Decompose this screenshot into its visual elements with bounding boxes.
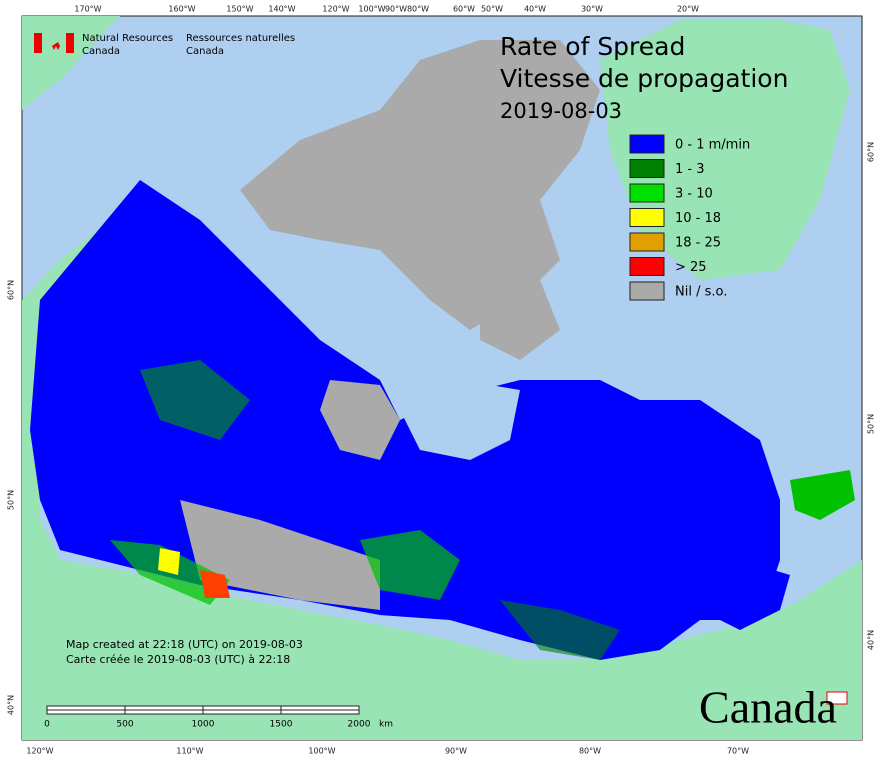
spread-patch (500, 600, 620, 660)
newfoundland (790, 470, 855, 520)
legend-swatch (629, 281, 665, 301)
graticule-label: 40°N (7, 695, 16, 715)
maple-leaf (52, 36, 60, 50)
legend-label: > 25 (675, 260, 707, 275)
graticule-label: 50°W (481, 5, 503, 14)
arctic-islands (240, 40, 600, 330)
graticule-label: 20°W (677, 5, 699, 14)
graticule-label: 60°W (453, 5, 475, 14)
graticule-label: 50°N (7, 490, 16, 510)
flag-bar (66, 33, 74, 53)
scale-unit: km (379, 720, 393, 730)
legend-label: Nil / s.o. (675, 285, 727, 300)
scale-segment (280, 709, 360, 715)
wordmark-flag (826, 691, 848, 705)
date: 2019-08-03 (500, 99, 622, 123)
hudson-region (320, 380, 400, 460)
scale-segment (124, 709, 204, 715)
agency: Natural Resources (82, 33, 173, 44)
land-outside (22, 180, 862, 740)
graticule-label: 150°W (226, 5, 253, 14)
graticule-label: 60°N (867, 142, 876, 162)
graticule-label: 60°N (7, 280, 16, 300)
graticule-label: 110°W (176, 747, 203, 756)
graticule-label: 170°W (74, 5, 101, 14)
agency: Ressources naturelles (186, 33, 295, 44)
legend-swatch (629, 208, 665, 227)
legend-swatch (629, 183, 665, 203)
graticule-label: 40°W (524, 5, 546, 14)
graticule-labels: 170°W 160°W 150°W 140°W 120°W 100°W 90°W 80°W 60… (7, 5, 876, 756)
legend-label: 3 - 10 (675, 187, 713, 202)
legend-swatch (629, 159, 665, 178)
baffin-south (480, 280, 560, 360)
scale-label: 1000 (192, 720, 215, 730)
graticule-label: 100°W (308, 747, 335, 756)
footer: Map created at 22:18 (UTC) on 2019-08-03 (66, 638, 303, 651)
title: Vitesse de propagation (500, 64, 788, 93)
graticule-label: 40°N (867, 630, 876, 650)
scale-label: 1500 (270, 720, 293, 730)
graticule-label: 120°W (26, 747, 53, 756)
graticule-label: 80°W (579, 747, 601, 756)
graticule-label: 90°W (385, 5, 407, 14)
legend-swatch (629, 134, 665, 154)
scale-label: 2000 (348, 720, 371, 730)
agency: Canada (186, 46, 224, 57)
graticule-label: 30°W (581, 5, 603, 14)
agency: Canada (82, 46, 120, 57)
scale-segment (46, 705, 126, 711)
scale-segment (280, 705, 360, 711)
legend-label: 18 - 25 (675, 236, 721, 251)
graticule-label: 140°W (268, 5, 295, 14)
legend-label: 0 - 1 m/min (675, 138, 750, 153)
title: Rate of Spread (500, 32, 685, 61)
hudson-bay (400, 380, 520, 460)
scale-label: 500 (116, 720, 133, 730)
scale-label: 0 (44, 720, 50, 730)
legend: 0 - 1 m/min 1 - 3 3 - 10 10 - 18 18 - 25 > 25… (629, 134, 750, 301)
legend-label: 1 - 3 (675, 162, 705, 177)
spread-patch (200, 570, 230, 598)
spread-patch (158, 548, 180, 575)
graticule-label: 80°W (407, 5, 429, 14)
graticule-label: 100°W (358, 5, 385, 14)
scale-segment (202, 705, 282, 711)
scale-segment (202, 709, 282, 715)
legend-swatch (629, 232, 665, 252)
wordmark: Canada (699, 682, 837, 733)
graticule-label: 90°W (445, 747, 467, 756)
footer: Carte créée le 2019-08-03 (UTC) à 22:18 (66, 653, 290, 666)
land-outside (22, 16, 120, 110)
maritimes (690, 560, 790, 630)
flag-bar (34, 33, 42, 53)
scale-segment (124, 705, 204, 711)
legend-label: 10 - 18 (675, 211, 721, 226)
spread-patch (360, 530, 460, 600)
graticule-label: 70°W (727, 747, 749, 756)
scale-bar: 0 500 1000 1500 2000 km (44, 705, 393, 730)
graticule-label: 50°N (867, 414, 876, 434)
graticule-label: 160°W (168, 5, 195, 14)
scale-segment (46, 709, 126, 715)
graticule-label: 120°W (322, 5, 349, 14)
legend-swatch (629, 257, 665, 276)
spread-patch (140, 360, 250, 440)
prairie-nil (180, 500, 380, 610)
